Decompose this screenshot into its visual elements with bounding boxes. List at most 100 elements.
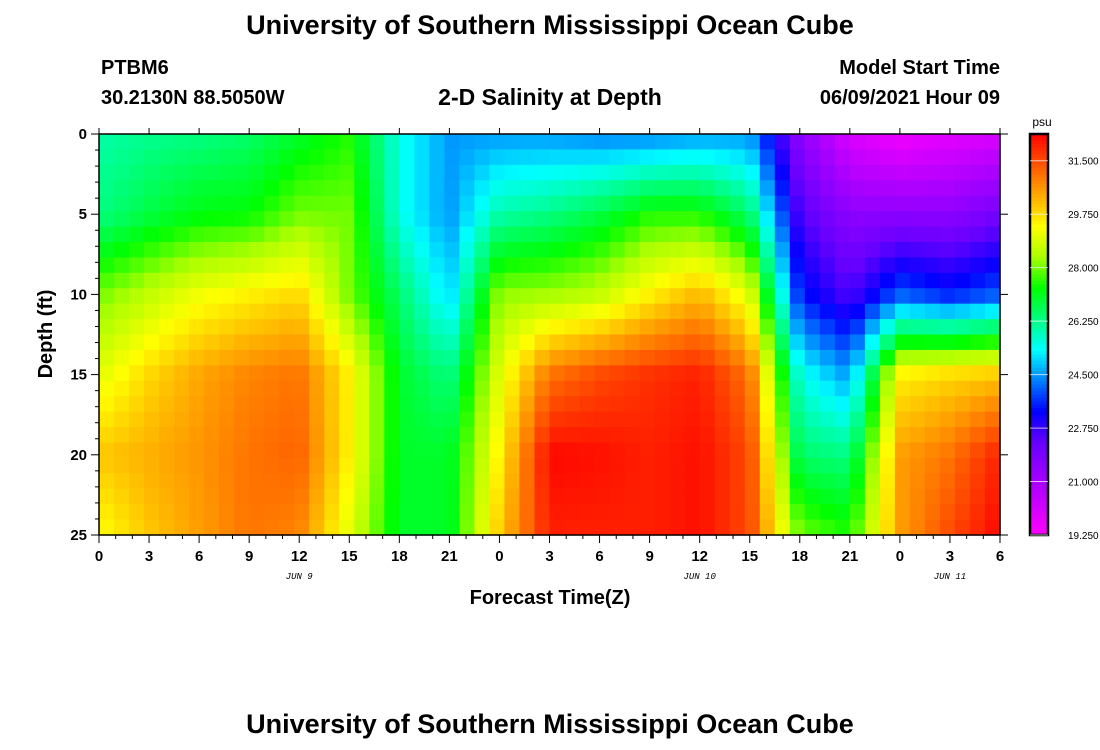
- heatmap-cell: [159, 334, 175, 351]
- heatmap-cell: [534, 457, 551, 474]
- heatmap-cell: [279, 319, 295, 336]
- heatmap-cell: [519, 180, 536, 197]
- heatmap-cell: [519, 164, 536, 181]
- colorbar-unit: psu: [1032, 115, 1051, 129]
- heatmap-cell: [204, 211, 220, 228]
- heatmap-cell: [429, 488, 445, 505]
- heatmap-cell: [309, 257, 325, 274]
- heatmap-cell: [744, 241, 761, 258]
- heatmap-cell: [594, 488, 611, 505]
- colorbar-swatch: [1030, 240, 1048, 245]
- heatmap-cell: [294, 488, 310, 505]
- heatmap-cell: [174, 303, 190, 320]
- heatmap-cell: [519, 226, 536, 243]
- colorbar-swatch: [1030, 404, 1048, 409]
- heatmap-cell: [894, 365, 911, 382]
- heatmap-cell: [204, 504, 220, 521]
- heatmap-cell: [219, 411, 235, 428]
- heatmap-cell: [609, 488, 626, 505]
- heatmap-cell: [804, 195, 821, 212]
- heatmap-cell: [249, 164, 265, 181]
- heatmap-cell: [954, 149, 971, 166]
- heatmap-cell: [399, 519, 415, 536]
- heatmap-cell: [354, 473, 370, 490]
- heatmap-cell: [954, 257, 971, 274]
- heatmap-cell: [159, 442, 175, 459]
- heatmap-cell: [204, 149, 220, 166]
- colorbar-swatch: [1030, 267, 1048, 272]
- heatmap-cell: [804, 349, 821, 366]
- heatmap-cell: [144, 334, 160, 351]
- heatmap-cell: [279, 365, 295, 382]
- heatmap-cell: [249, 195, 265, 212]
- colorbar-swatch: [1030, 421, 1048, 426]
- heatmap-cell: [969, 211, 986, 228]
- heatmap-cell: [819, 519, 836, 536]
- heatmap-cell: [939, 380, 956, 397]
- heatmap-cell: [504, 195, 521, 212]
- heatmap-cell: [864, 319, 881, 336]
- heatmap-cell: [669, 411, 686, 428]
- heatmap-cell: [624, 257, 641, 274]
- heatmap-cell: [264, 519, 280, 536]
- heatmap-cell: [684, 380, 701, 397]
- heatmap-cell: [99, 211, 115, 228]
- colorbar-swatch: [1030, 314, 1048, 319]
- heatmap-cell: [774, 164, 791, 181]
- heatmap-cell: [909, 241, 926, 258]
- heatmap-cell: [834, 442, 851, 459]
- colorbar-swatch: [1030, 311, 1048, 316]
- heatmap-cell: [519, 411, 536, 428]
- heatmap-cell: [774, 365, 791, 382]
- heatmap-cell: [339, 365, 355, 382]
- heatmap-cell: [114, 257, 130, 274]
- heatmap-cell: [234, 488, 250, 505]
- heatmap-cell: [114, 519, 130, 536]
- heatmap-cell: [549, 411, 566, 428]
- heatmap-cell: [684, 396, 701, 413]
- heatmap-cell: [804, 241, 821, 258]
- heatmap-cell: [114, 427, 130, 444]
- heatmap-cell: [339, 149, 355, 166]
- heatmap-cell: [384, 257, 400, 274]
- heatmap-cell: [879, 319, 896, 336]
- heatmap-cell: [354, 303, 370, 320]
- heatmap-cell: [909, 427, 926, 444]
- heatmap-cell: [849, 334, 866, 351]
- heatmap-cell: [234, 226, 250, 243]
- heatmap-cell: [114, 134, 130, 151]
- heatmap-cell: [189, 504, 205, 521]
- heatmap-cell: [954, 457, 971, 474]
- heatmap-cell: [144, 473, 160, 490]
- heatmap-cell: [564, 226, 581, 243]
- heatmap-cell: [414, 396, 430, 413]
- heatmap-cell: [414, 149, 430, 166]
- heatmap-cell: [249, 396, 265, 413]
- heatmap-cell: [489, 241, 506, 258]
- heatmap-cell: [684, 319, 701, 336]
- heatmap-cell: [234, 319, 250, 336]
- heatmap-cell: [384, 411, 400, 428]
- heatmap-cell: [594, 473, 611, 490]
- heatmap-cell: [954, 349, 971, 366]
- heatmap-cell: [624, 211, 641, 228]
- heatmap-cell: [324, 241, 340, 258]
- heatmap-cell: [519, 396, 536, 413]
- colorbar-swatch: [1030, 294, 1048, 299]
- heatmap-cell: [699, 380, 716, 397]
- heatmap-cell: [984, 272, 1001, 289]
- heatmap-cell: [309, 288, 325, 305]
- heatmap-cell: [834, 519, 851, 536]
- heatmap-cell: [699, 257, 716, 274]
- heatmap-cell: [924, 488, 941, 505]
- heatmap-cell: [534, 149, 551, 166]
- heatmap-cell: [669, 288, 686, 305]
- heatmap-cell: [174, 349, 190, 366]
- heatmap-cell: [579, 303, 596, 320]
- heatmap-cell: [324, 519, 340, 536]
- heatmap-cell: [279, 149, 295, 166]
- heatmap-cell: [519, 134, 536, 151]
- colorbar-swatch: [1030, 428, 1048, 433]
- heatmap-cell: [729, 149, 746, 166]
